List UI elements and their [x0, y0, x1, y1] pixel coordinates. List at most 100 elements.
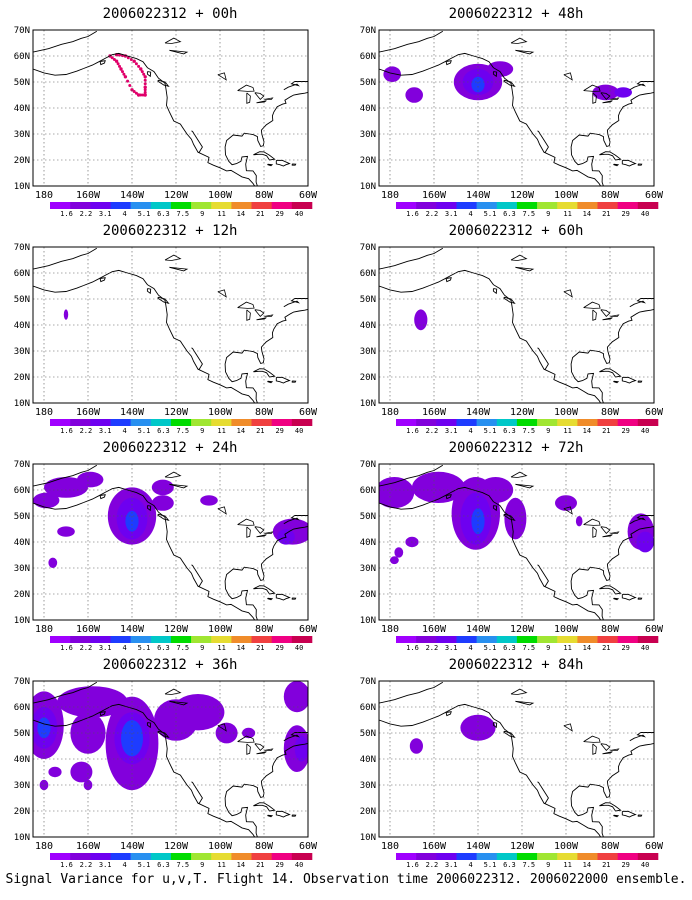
variance-shading: [151, 479, 174, 496]
colorbar-segment: [396, 202, 417, 209]
variance-shading: [504, 497, 527, 540]
colorbar-label: 29: [621, 644, 629, 652]
lon-tick-label: 120W: [164, 624, 189, 635]
colorbar-segment: [396, 636, 417, 643]
coastline: [379, 285, 430, 293]
island: [291, 597, 297, 600]
colorbar-segment: [557, 636, 578, 643]
colorbar-label: 5.1: [138, 210, 151, 218]
coastline: [33, 719, 84, 727]
lon-tick-label: 180: [35, 624, 53, 635]
observation-point: [143, 82, 147, 86]
colorbar-label: 1.6: [60, 427, 73, 435]
lake: [583, 301, 601, 309]
colorbar-label: 4: [122, 427, 126, 435]
figure-caption: Signal Variance for u,v,T. Flight 14. Ob…: [5, 872, 687, 887]
lat-tick-label: 50N: [360, 512, 376, 522]
lat-tick-label: 60N: [14, 486, 30, 496]
colorbar-segment: [577, 853, 598, 860]
lat-tick-label: 50N: [360, 729, 376, 739]
lat-tick-label: 40N: [14, 538, 30, 548]
colorbar-segment: [231, 419, 252, 426]
variance-shading: [44, 477, 88, 498]
colorbar-label: 9: [546, 861, 550, 869]
coastline: [379, 502, 430, 510]
lake: [254, 526, 265, 534]
coastline: [197, 368, 273, 403]
colorbar-segment: [291, 636, 313, 643]
colorbar-label: 21: [256, 644, 264, 652]
colorbar-segment: [537, 202, 558, 209]
colorbar-segment: [577, 202, 598, 209]
colorbar-label: 29: [621, 427, 629, 435]
observation-point: [143, 93, 147, 97]
colorbar-label: 6.3: [157, 210, 170, 218]
colorbar-label: 14: [237, 644, 245, 652]
colorbar-segment: [617, 202, 639, 209]
colorbar-segment: [50, 202, 71, 209]
colorbar-label: 4: [468, 210, 472, 218]
lon-tick-label: 160W: [76, 190, 101, 201]
lon-tick-label: 100W: [208, 624, 233, 635]
colorbar-label: 1.6: [60, 644, 73, 652]
lon-tick-label: 180: [381, 624, 399, 635]
lake: [515, 266, 535, 272]
lon-tick-label: 180: [35, 190, 53, 201]
colorbar-segment: [90, 202, 111, 209]
observation-point: [143, 85, 147, 89]
colorbar-segment: [516, 202, 538, 209]
lat-tick-label: 70N: [14, 243, 30, 253]
colorbar-label: 11: [217, 644, 225, 652]
observation-point: [136, 93, 141, 97]
lake: [510, 254, 528, 261]
coastline: [429, 269, 549, 371]
colorbar-label: 21: [256, 210, 264, 218]
lon-tick-label: 80W: [601, 407, 620, 418]
lake: [515, 700, 535, 706]
colorbar-label: 11: [563, 861, 571, 869]
colorbar-label: 14: [237, 210, 245, 218]
island: [99, 711, 106, 717]
lake: [510, 37, 528, 44]
lon-tick-label: 180: [35, 407, 53, 418]
colorbar-segment: [496, 853, 518, 860]
colorbar-segment: [617, 636, 639, 643]
colorbar-segment: [50, 419, 71, 426]
coastline: [197, 585, 273, 620]
colorbar-segment: [557, 853, 578, 860]
lat-tick-label: 50N: [14, 295, 30, 305]
variance-shading: [294, 735, 308, 762]
colorbar-label: 9: [546, 427, 550, 435]
colorbar-label: 40: [641, 210, 649, 218]
coastline: [197, 151, 273, 186]
colorbar-label: 3.1: [99, 427, 112, 435]
observation-point: [116, 62, 120, 66]
colorbar-segment: [617, 853, 639, 860]
observation-point: [140, 70, 144, 74]
colorbar-segment: [476, 419, 498, 426]
colorbar-label: 1.6: [406, 644, 419, 652]
island: [599, 585, 622, 595]
colorbar-label: 2.2: [80, 210, 93, 218]
colorbar-label: 7.5: [176, 861, 189, 869]
lon-tick-label: 180: [35, 841, 53, 852]
lon-tick-label: 140W: [466, 407, 491, 418]
lake: [610, 314, 620, 317]
colorbar-label: 3.1: [445, 861, 458, 869]
colorbar-label: 9: [200, 644, 204, 652]
island: [267, 814, 274, 818]
island: [492, 505, 498, 512]
observation-point: [130, 88, 134, 92]
colorbar-segment: [150, 636, 172, 643]
colorbar-label: 4: [122, 210, 126, 218]
variance-shading: [33, 492, 60, 509]
island: [253, 151, 276, 161]
lat-tick-label: 50N: [360, 78, 376, 88]
lake: [610, 748, 620, 751]
variance-shading: [48, 557, 58, 568]
island: [613, 814, 620, 818]
coastline: [570, 523, 654, 620]
colorbar-label: 29: [621, 210, 629, 218]
colorbar-label: 9: [546, 644, 550, 652]
colorbar-segment: [456, 202, 477, 209]
